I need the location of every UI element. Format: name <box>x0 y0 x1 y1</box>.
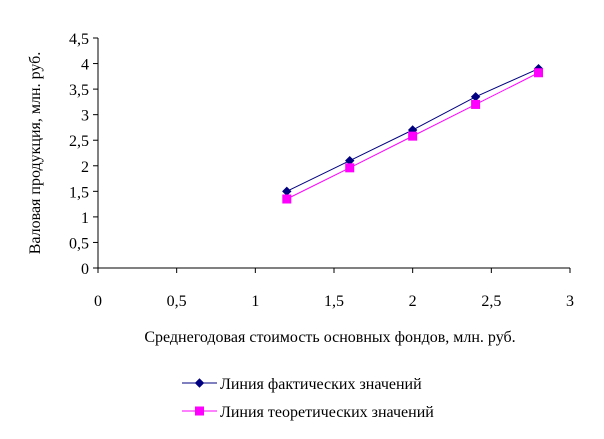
data-point <box>471 99 481 109</box>
y-tick-label: 2,5 <box>69 133 89 150</box>
x-tick-label: 0,5 <box>167 293 187 310</box>
legend-label: Линия фактических значений <box>220 376 422 393</box>
y-tick-label: 3,5 <box>69 82 89 99</box>
data-point <box>470 92 481 102</box>
series-2 <box>282 68 544 204</box>
data-point <box>534 68 544 78</box>
y-tick-label: 1 <box>81 210 89 227</box>
legend: Линия фактических значений Линия теоретич… <box>182 376 434 421</box>
x-tick-label: 1,5 <box>324 293 344 310</box>
data-point <box>282 194 292 204</box>
series-1 <box>282 63 544 197</box>
y-tick-label: 1,5 <box>69 184 89 201</box>
data-point <box>345 163 355 173</box>
y-axis-title: Валовая продукция, млн. руб. <box>27 52 44 255</box>
legend-item-2: Линия теоретических значений <box>182 404 434 421</box>
y-tick-label: 3 <box>81 108 89 125</box>
x-tick-label: 2 <box>409 293 417 310</box>
y-tick-label: 0,5 <box>69 235 89 252</box>
x-tick-label: 2,5 <box>481 293 501 310</box>
legend-label: Линия теоретических значений <box>220 404 434 421</box>
x-tick-label: 0 <box>94 293 102 310</box>
x-tick-label: 1 <box>251 293 259 310</box>
data-point <box>408 131 418 141</box>
y-tick-label: 4 <box>81 57 89 74</box>
y-tick-label: 2 <box>81 159 89 176</box>
legend-marker <box>194 378 205 388</box>
legend-marker <box>195 406 204 416</box>
series-layer <box>282 63 544 204</box>
x-tick-label: 3 <box>566 293 574 310</box>
axes: 0 0,5 1 1,5 2 2,5 3 3,5 4 4,5 0 0,5 1 1,5 2 2,5 3 <box>69 31 574 310</box>
y-tick-label: 0 <box>81 261 89 278</box>
legend-item-1: Линия фактических значений <box>182 376 422 393</box>
y-tick-label: 4,5 <box>69 31 89 48</box>
data-point <box>282 186 292 197</box>
x-axis-title: Среднегодовая стоимость основных фондов,… <box>144 329 515 346</box>
